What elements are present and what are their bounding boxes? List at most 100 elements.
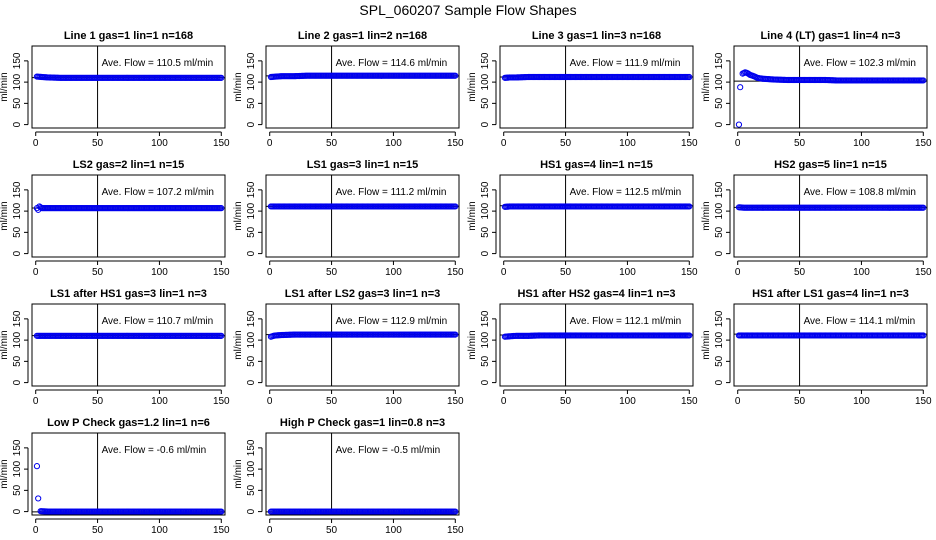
x-tick-label: 100 [151, 138, 168, 149]
data-series [735, 204, 927, 211]
x-tick-label: 150 [681, 138, 698, 149]
figure-title: SPL_060207 Sample Flow Shapes [359, 2, 576, 18]
x-tick-label: 0 [267, 396, 273, 407]
plot-frame [499, 45, 694, 129]
y-tick-label: 0 [480, 379, 491, 385]
data-series [501, 332, 693, 340]
average-annotation: Ave. Flow = 112.9 ml/min [336, 316, 448, 327]
data-series [33, 463, 225, 515]
y-tick-label: 0 [12, 379, 23, 385]
y-tick-label: 150 [246, 181, 257, 198]
plot-frame [31, 432, 226, 516]
y-axis-label: ml/min [0, 72, 10, 101]
y-tick-label: 150 [480, 310, 491, 327]
y-tick-label: 100 [12, 331, 23, 348]
panel-1: Line 1 gas=1 lin=1 n=168 Ave. Flow = 110.… [0, 30, 230, 149]
plot-frame [31, 174, 226, 258]
data-series [267, 203, 459, 210]
panel-title: Line 3 gas=1 lin=3 n=168 [532, 30, 661, 42]
panel-5: LS2 gas=2 lin=1 n=15 Ave. Flow = 107.2 ml… [0, 159, 230, 278]
panel-3: Line 3 gas=1 lin=3 n=168 Ave. Flow = 111.… [467, 30, 698, 149]
y-tick-label: 150 [480, 52, 491, 69]
x-tick-label: 100 [385, 267, 402, 278]
average-annotation: Ave. Flow = 111.9 ml/min [570, 58, 681, 69]
data-point [686, 203, 693, 210]
y-tick-label: 100 [714, 331, 725, 348]
x-tick-label: 0 [501, 138, 507, 149]
panel-6: LS1 gas=3 lin=1 n=15 Ave. Flow = 111.2 ml… [233, 159, 464, 278]
plot-frame [265, 432, 460, 516]
x-tick-label: 100 [151, 396, 168, 407]
panel-title: HS2 gas=5 lin=1 n=15 [774, 159, 887, 171]
average-annotation: Ave. Flow = 111.2 ml/min [336, 187, 447, 198]
y-axis-label: ml/min [0, 459, 10, 488]
x-tick-label: 0 [267, 138, 273, 149]
panels-grid: Line 1 gas=1 lin=1 n=168 Ave. Flow = 110.… [0, 30, 932, 536]
panel-title: LS1 after HS1 gas=3 lin=1 n=3 [50, 288, 207, 300]
average-annotation: Ave. Flow = -0.6 ml/min [102, 445, 207, 456]
y-axis-label: ml/min [467, 330, 478, 359]
y-tick-label: 0 [714, 121, 725, 127]
x-tick-label: 150 [213, 138, 230, 149]
y-axis-label: ml/min [0, 330, 10, 359]
x-tick-label: 150 [915, 138, 932, 149]
average-annotation: Ave. Flow = 114.6 ml/min [336, 58, 448, 69]
y-tick-label: 50 [714, 355, 725, 367]
y-tick-label: 150 [246, 310, 257, 327]
data-point [920, 204, 927, 211]
y-tick-label: 100 [12, 73, 23, 90]
y-tick-label: 0 [12, 250, 23, 256]
y-tick-label: 50 [480, 97, 491, 109]
y-tick-label: 150 [12, 310, 23, 327]
data-point [218, 74, 225, 81]
y-tick-label: 0 [246, 250, 257, 256]
data-series [267, 331, 459, 340]
panel-title: Line 1 gas=1 lin=1 n=168 [64, 30, 193, 42]
x-tick-label: 100 [385, 525, 402, 536]
x-tick-label: 50 [92, 525, 104, 536]
data-point [218, 205, 225, 212]
x-tick-label: 100 [619, 138, 636, 149]
data-point [33, 463, 41, 470]
y-axis-label: ml/min [233, 330, 244, 359]
x-tick-label: 100 [853, 396, 870, 407]
y-tick-label: 150 [714, 52, 725, 69]
x-tick-label: 150 [681, 267, 698, 278]
x-tick-label: 0 [501, 267, 507, 278]
data-point [35, 495, 42, 502]
x-tick-label: 150 [681, 396, 698, 407]
panel-title: High P Check gas=1 lin=0.8 n=3 [280, 417, 445, 429]
x-tick-label: 50 [92, 396, 104, 407]
x-tick-label: 100 [151, 267, 168, 278]
panel-9: LS1 after HS1 gas=3 lin=1 n=3 Ave. Flow =… [0, 288, 230, 407]
y-axis-label: ml/min [233, 72, 244, 101]
y-tick-label: 50 [480, 355, 491, 367]
x-tick-label: 50 [326, 525, 338, 536]
data-point [452, 72, 459, 79]
x-tick-label: 100 [385, 138, 402, 149]
y-tick-label: 0 [246, 121, 257, 127]
x-tick-label: 50 [92, 138, 104, 149]
y-axis-label: ml/min [467, 72, 478, 101]
plot-frame [31, 303, 226, 387]
x-tick-label: 50 [560, 138, 572, 149]
y-tick-label: 100 [246, 73, 257, 90]
data-series [33, 203, 225, 213]
x-tick-label: 150 [213, 525, 230, 536]
x-tick-label: 50 [560, 267, 572, 278]
average-annotation: Ave. Flow = 114.1 ml/min [804, 316, 916, 327]
x-tick-label: 0 [501, 396, 507, 407]
y-tick-label: 50 [714, 226, 725, 238]
x-tick-label: 100 [619, 396, 636, 407]
y-tick-label: 150 [480, 181, 491, 198]
panel-title: HS1 after HS2 gas=4 lin=1 n=3 [517, 288, 675, 300]
panel-title: HS1 gas=4 lin=1 n=15 [540, 159, 653, 171]
plot-frame [31, 45, 226, 129]
y-tick-label: 100 [246, 331, 257, 348]
data-point [452, 203, 459, 210]
x-tick-label: 50 [326, 138, 338, 149]
data-point [920, 77, 927, 84]
panel-title: LS1 after LS2 gas=3 lin=1 n=3 [285, 288, 441, 300]
x-tick-label: 50 [560, 396, 572, 407]
data-series [33, 73, 225, 81]
